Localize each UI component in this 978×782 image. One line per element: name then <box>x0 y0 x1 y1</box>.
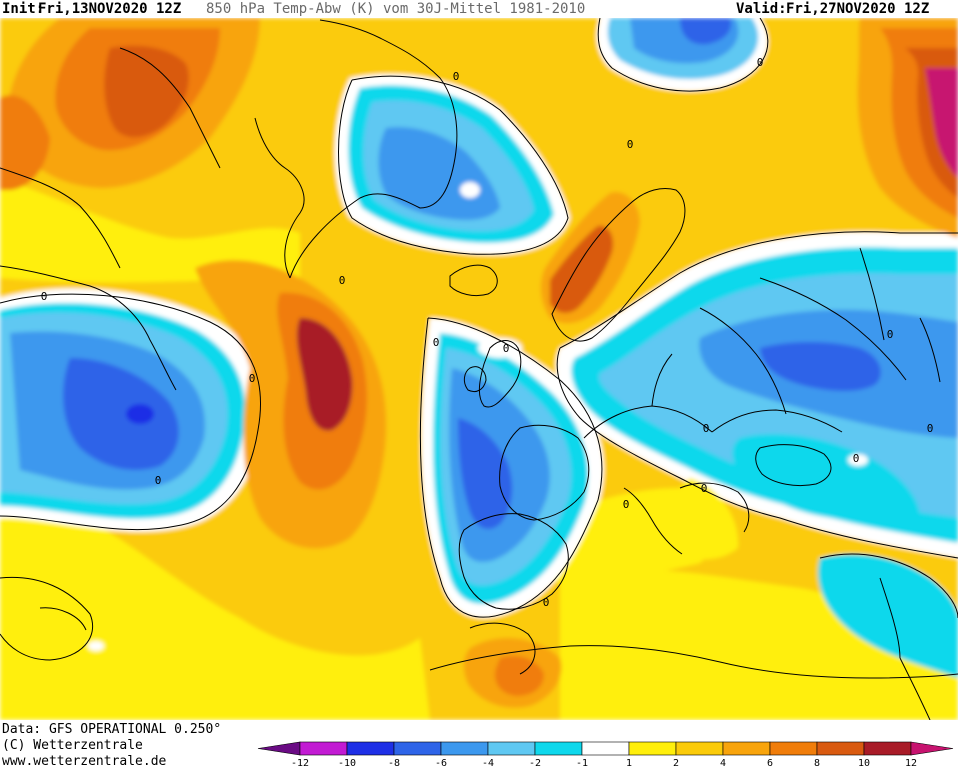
isoline-label: 0 <box>249 372 256 385</box>
valid-label: Valid: <box>736 1 787 17</box>
legend-swatch <box>581 741 630 756</box>
isoline-label: 0 <box>757 56 764 69</box>
legend-tick-label: 1 <box>626 758 632 769</box>
legend-tick-labels: -12 -10 -8 -6 -4 -2 -1 1 2 4 6 8 10 12 <box>291 758 917 769</box>
legend-swatch <box>487 741 536 756</box>
legend-tick-label: -2 <box>529 758 541 769</box>
legend-tick-label: -10 <box>338 758 356 769</box>
legend-tick-label: 4 <box>720 758 726 769</box>
valid-time: Fri,27NOV2020 12Z <box>786 1 930 17</box>
isoline-label: 0 <box>703 422 710 435</box>
map-footer: Data: GFS OPERATIONAL 0.250° (C) Wetterz… <box>0 720 978 782</box>
legend-swatch <box>628 741 677 756</box>
copyright-label: (C) Wetterzentrale <box>2 738 143 753</box>
legend-swatch <box>769 741 818 756</box>
isoline-label: 0 <box>543 596 550 609</box>
legend-tick-label: -1 <box>576 758 588 769</box>
legend-swatch <box>534 741 583 756</box>
legend-tick-label: -12 <box>291 758 309 769</box>
legend-tick-label: 6 <box>767 758 773 769</box>
isoline-label: 0 <box>887 328 894 341</box>
coastlines-and-borders <box>0 19 958 720</box>
website-label: www.wetterzentrale.de <box>2 754 167 769</box>
isoline-label: 0 <box>41 290 48 303</box>
legend-tick-label: -4 <box>482 758 494 769</box>
legend-tick-label: 8 <box>814 758 820 769</box>
isoline-label: 0 <box>627 138 634 151</box>
legend-swatch <box>863 741 912 756</box>
legend-swatch <box>299 741 348 756</box>
legend-swatch <box>393 741 442 756</box>
map-title: 850 hPa Temp-Abw (K) vom 30J-Mittel 1981… <box>206 1 586 17</box>
isoline-labels: 0 0 0 0 0 0 0 0 0 0 0 0 0 0 0 0 <box>41 56 934 609</box>
isoline-label: 0 <box>623 498 630 511</box>
isoline-label: 0 <box>503 342 510 355</box>
init-label: Init: <box>2 1 45 17</box>
legend-tick-label: 2 <box>673 758 679 769</box>
legend-tick-label: -8 <box>388 758 400 769</box>
legend-tick-label: -6 <box>435 758 447 769</box>
legend-swatches <box>257 741 954 756</box>
map-header: Init: Fri,13NOV2020 12Z 850 hPa Temp-Abw… <box>0 0 978 18</box>
init-time: Fri,13NOV2020 12Z <box>38 1 182 17</box>
legend-tick-label: 10 <box>858 758 870 769</box>
legend-swatch <box>346 741 395 756</box>
legend-swatch <box>257 741 301 756</box>
isoline-label: 0 <box>339 274 346 287</box>
temperature-anomaly-map: 0 0 0 0 0 0 0 0 0 0 0 0 0 0 0 0 <box>0 18 958 720</box>
isoline-label: 0 <box>853 452 860 465</box>
zero-isolines <box>0 18 958 661</box>
legend-swatch <box>440 741 489 756</box>
isoline-label: 0 <box>155 474 162 487</box>
isoline-label: 0 <box>453 70 460 83</box>
color-scale-legend: -12 -10 -8 -6 -4 -2 -1 1 2 4 6 8 10 12 <box>257 741 954 769</box>
isoline-label: 0 <box>701 482 708 495</box>
legend-swatch <box>910 741 954 756</box>
legend-tick-label: 12 <box>905 758 917 769</box>
legend-swatch <box>675 741 724 756</box>
anomaly-fill <box>0 18 958 720</box>
isoline-label: 0 <box>433 336 440 349</box>
isoline-label: 0 <box>927 422 934 435</box>
legend-swatch <box>816 741 865 756</box>
legend-swatch <box>722 741 771 756</box>
data-source-label: Data: GFS OPERATIONAL 0.250° <box>2 722 222 737</box>
